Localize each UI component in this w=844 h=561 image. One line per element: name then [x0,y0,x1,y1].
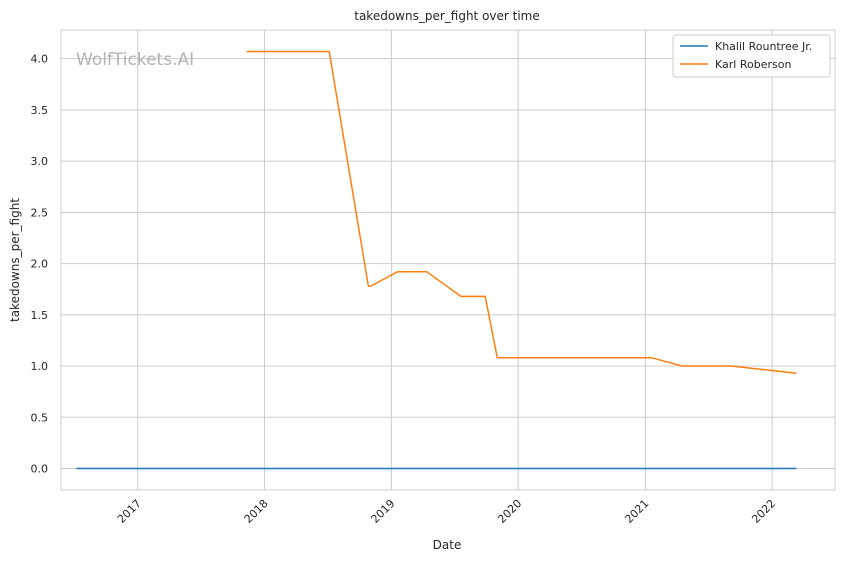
y-tick-label: 4.0 [31,53,49,66]
plot-frame [60,29,836,491]
x-tick-label: 2022 [749,497,778,526]
legend-label-khalil-rountree: Khalil Rountree Jr. [715,40,812,53]
series-lines [76,50,797,470]
legend-box [672,34,831,78]
legend: Khalil Rountree Jr. Karl Roberson [672,34,831,78]
grid-lines [61,30,835,490]
y-tick-label: 0.0 [31,462,49,475]
x-tick-label: 2018 [242,497,271,526]
legend-label-karl-roberson: Karl Roberson [715,58,791,71]
y-tick-label: 0.5 [31,411,49,424]
x-tick-label: 2017 [115,497,144,526]
y-tick-label: 2.5 [31,206,49,219]
x-tick-label: 2019 [369,497,398,526]
watermark: WolfTickets.AI [76,50,194,70]
x-tick-labels: 2017 2018 2019 2020 2021 2022 [115,497,778,526]
y-tick-label: 3.0 [31,155,49,168]
y-tick-labels: 0.0 0.5 1.0 1.5 2.0 2.5 3.0 3.5 4.0 [31,53,49,476]
series-line-1 [246,50,797,374]
y-tick-label: 1.5 [31,309,49,322]
y-axis-label: takedowns_per_fight [8,198,22,322]
x-tick-label: 2020 [495,497,524,526]
y-tick-label: 3.5 [31,104,49,117]
x-axis-label: Date [433,538,462,552]
x-tick-label: 2021 [622,497,651,526]
y-tick-label: 1.0 [31,360,49,373]
y-tick-label: 2.0 [31,258,49,271]
chart-title: takedowns_per_fight over time [354,9,540,23]
